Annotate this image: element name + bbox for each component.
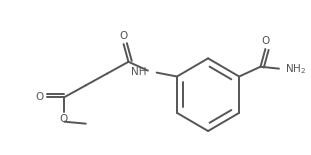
Text: NH$_2$: NH$_2$ xyxy=(285,62,306,75)
Text: O: O xyxy=(36,92,44,102)
Text: O: O xyxy=(59,114,67,124)
Text: O: O xyxy=(261,36,270,46)
Text: O: O xyxy=(119,31,128,41)
Text: NH: NH xyxy=(132,67,147,77)
